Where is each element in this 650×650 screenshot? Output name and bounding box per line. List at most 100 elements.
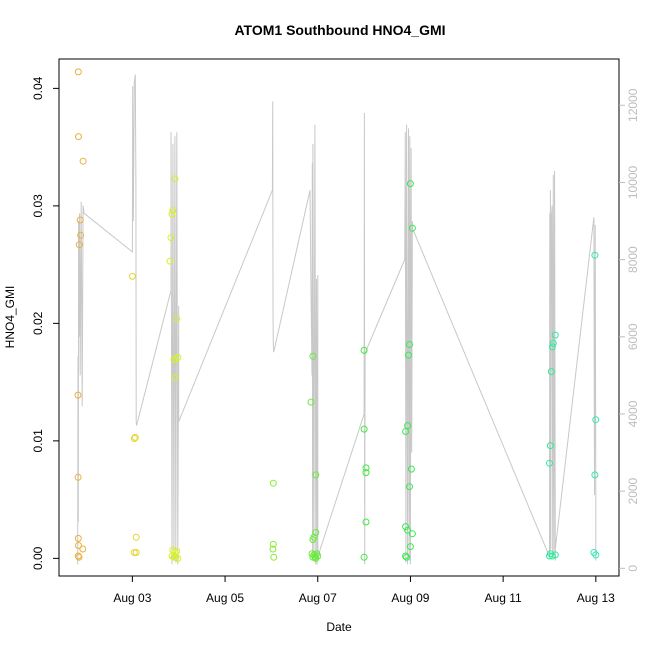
data-point <box>592 551 600 559</box>
data-point <box>402 552 410 560</box>
y2-tick-label: 2000 <box>626 477 640 504</box>
y2-tick-label: 4000 <box>626 400 640 427</box>
altitude-series <box>77 74 597 565</box>
data-point <box>74 534 82 542</box>
data-point <box>130 549 138 556</box>
data-point <box>171 175 179 183</box>
x-tick-label: Aug 09 <box>391 591 429 605</box>
data-points <box>74 68 600 562</box>
x-axis-label: Date <box>326 620 352 634</box>
y-tick-label: 0.00 <box>31 546 45 570</box>
data-point <box>171 373 179 381</box>
data-point <box>360 553 368 561</box>
data-point <box>591 471 599 479</box>
y-tick-label: 0.01 <box>31 429 45 453</box>
x-tick-label: Aug 05 <box>206 591 244 605</box>
x-tick-label: Aug 11 <box>485 591 522 605</box>
data-point <box>166 257 174 265</box>
data-point <box>408 224 416 232</box>
data-point <box>173 547 181 555</box>
data-point <box>131 433 139 441</box>
chart-title: ATOM1 Southbound HNO4_GMI <box>234 22 445 38</box>
right-y-axis: 0 2000 4000 6000 8000 10000 12000 <box>619 88 640 572</box>
data-point <box>168 552 176 560</box>
data-point <box>75 542 82 549</box>
data-point <box>168 210 176 218</box>
plot-frame <box>58 58 620 577</box>
data-point <box>132 533 140 541</box>
y-axis-label: HNO4_GMI <box>3 286 17 349</box>
data-point <box>405 351 412 359</box>
data-point <box>403 553 411 561</box>
data-point <box>269 479 277 487</box>
data-point <box>79 545 87 553</box>
data-point <box>408 530 416 538</box>
data-point <box>74 552 82 560</box>
data-point <box>406 180 414 188</box>
data-point <box>312 554 320 562</box>
data-point <box>76 216 84 224</box>
data-point <box>174 353 182 361</box>
data-point <box>362 469 370 477</box>
y-tick-label: 0.04 <box>31 76 45 100</box>
data-point <box>309 536 317 544</box>
data-point <box>75 133 82 141</box>
y2-tick-label: 0 <box>626 565 640 572</box>
data-point <box>79 157 87 165</box>
data-point <box>132 549 140 556</box>
data-point <box>362 464 370 472</box>
y2-tick-label: 6000 <box>626 323 640 350</box>
data-point <box>77 231 85 239</box>
data-point <box>74 473 82 481</box>
data-point <box>269 540 277 548</box>
data-point <box>547 368 555 376</box>
data-point <box>167 234 175 242</box>
data-point <box>548 552 556 560</box>
data-point <box>270 553 278 561</box>
data-point <box>170 553 178 561</box>
data-point <box>406 483 413 491</box>
altitude-line <box>77 74 597 565</box>
data-point <box>407 465 415 473</box>
y-axis: 0.00 0.01 0.02 0.03 0.04 <box>31 76 59 570</box>
data-point <box>307 398 315 406</box>
data-point <box>404 526 412 534</box>
y2-tick-label: 12000 <box>626 88 640 122</box>
data-point <box>74 391 82 399</box>
data-point <box>312 529 320 536</box>
data-point <box>549 339 557 347</box>
data-point <box>269 545 277 553</box>
data-point <box>309 352 317 360</box>
y-tick-label: 0.03 <box>31 194 45 218</box>
data-point <box>75 241 83 249</box>
data-point <box>546 442 554 450</box>
data-point <box>546 552 553 560</box>
data-point <box>74 68 82 76</box>
data-point <box>546 459 553 467</box>
data-point <box>311 553 319 561</box>
x-tick-label: Aug 13 <box>577 591 615 605</box>
data-point <box>169 207 177 215</box>
data-point <box>406 543 414 551</box>
y2-tick-label: 10000 <box>626 165 640 199</box>
data-point <box>360 346 368 354</box>
data-point <box>75 553 83 561</box>
data-point <box>404 422 412 430</box>
y2-tick-label: 8000 <box>626 246 640 273</box>
data-point <box>173 315 181 323</box>
data-point <box>548 343 556 351</box>
data-point <box>130 435 138 442</box>
x-axis: Aug 03 Aug 05 Aug 07 Aug 09 Aug 11 Aug 13 <box>113 576 615 605</box>
y-tick-label: 0.02 <box>31 311 45 335</box>
data-point <box>312 471 320 479</box>
data-point <box>402 523 410 531</box>
data-point <box>591 251 599 259</box>
data-point <box>402 428 410 435</box>
data-point <box>128 272 136 280</box>
x-tick-label: Aug 03 <box>113 591 151 605</box>
data-point <box>406 341 413 348</box>
x-tick-label: Aug 07 <box>299 591 337 605</box>
data-point <box>174 554 182 562</box>
data-point <box>362 518 370 526</box>
